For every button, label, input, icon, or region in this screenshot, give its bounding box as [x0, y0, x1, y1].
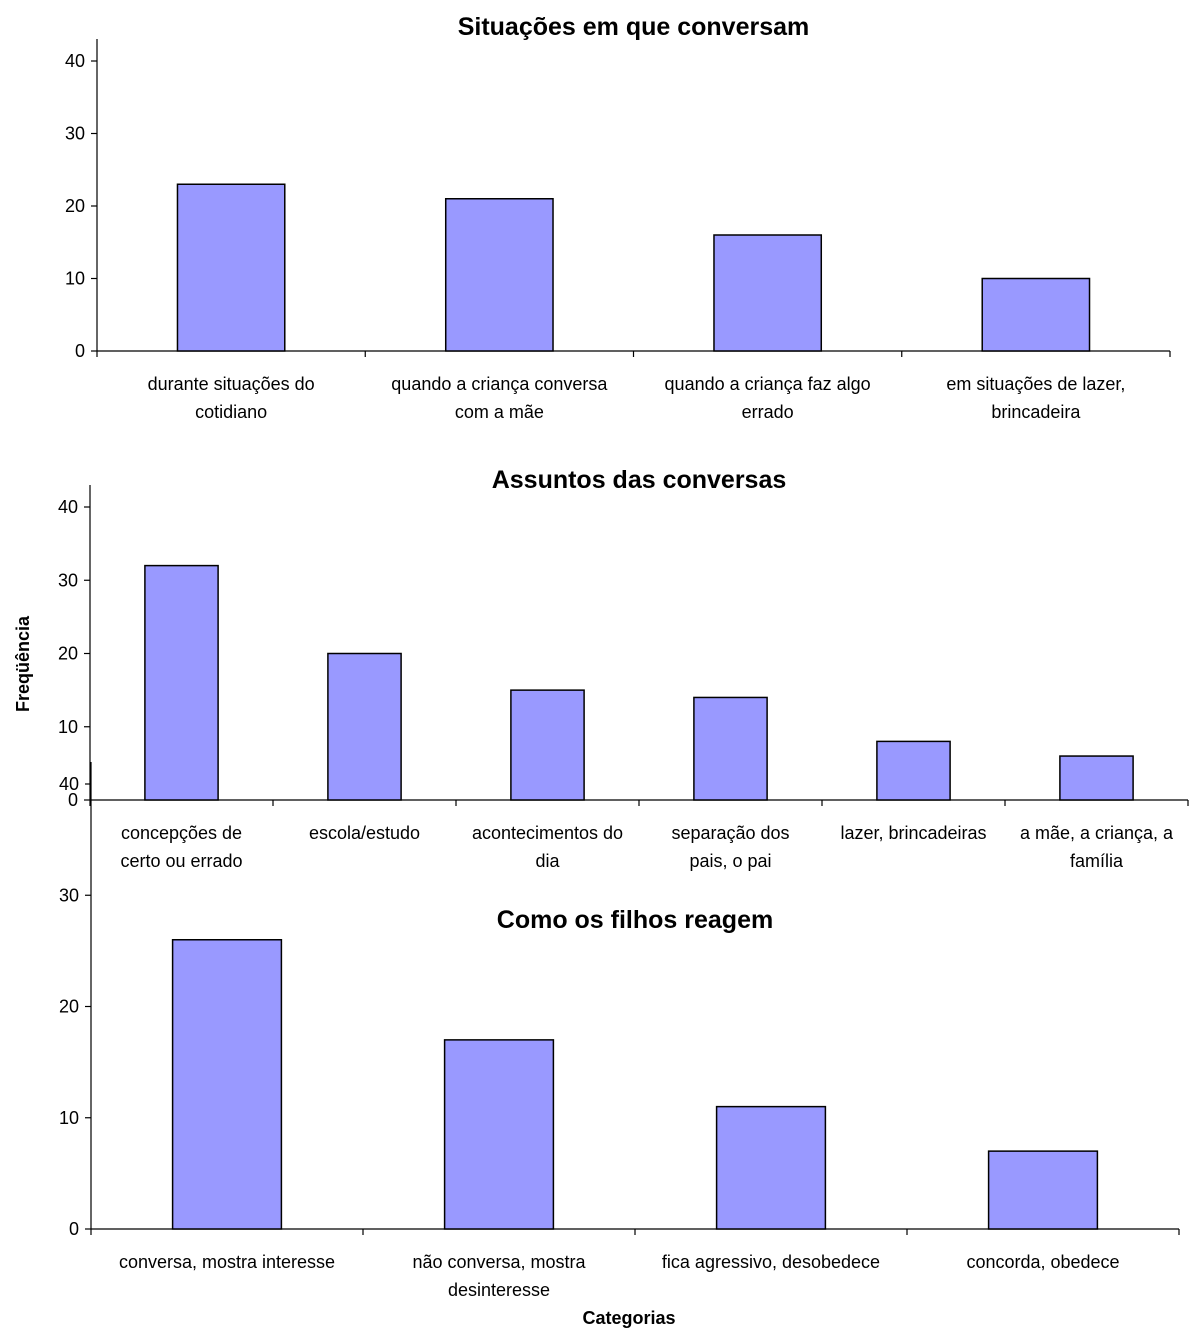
bar	[876, 740, 951, 801]
y-tick-label: 0	[68, 790, 78, 810]
y-tick-label: 40	[59, 774, 79, 794]
category-label: escola/estudo	[309, 823, 420, 843]
category-label: durante situações do	[148, 374, 315, 394]
category-label: acontecimentos do	[472, 823, 623, 843]
bar	[987, 1150, 1099, 1230]
y-tick-label: 0	[69, 1219, 79, 1239]
y-tick-label: 20	[65, 196, 85, 216]
category-label: separação dos	[671, 823, 789, 843]
category-label: pais, o pai	[689, 851, 771, 871]
category-label: quando a criança conversa	[391, 374, 608, 394]
category-label: a mãe, a criança, a	[1020, 823, 1174, 843]
category-label: fica agressivo, desobedece	[662, 1252, 880, 1272]
bar	[693, 696, 768, 801]
category-label: conversa, mostra interesse	[119, 1252, 335, 1272]
y-tick-label: 30	[65, 124, 85, 144]
bar	[1059, 755, 1134, 801]
chart-title: Situações em que conversam	[458, 13, 810, 41]
y-tick-label: 40	[58, 497, 78, 517]
bar	[444, 198, 554, 352]
y-tick-label: 30	[59, 885, 79, 905]
category-label: quando a criança faz algo	[665, 374, 871, 394]
y-tick-label: 0	[75, 341, 85, 361]
bar	[715, 1105, 827, 1230]
y-tick-label: 30	[58, 570, 78, 590]
category-label: cotidiano	[195, 402, 267, 422]
category-label: em situações de lazer,	[946, 374, 1125, 394]
y-tick-label: 10	[58, 717, 78, 737]
bar	[144, 564, 219, 801]
chart-title: Assuntos das conversas	[492, 466, 787, 494]
category-label: concepções de	[121, 823, 242, 843]
y-tick-label: 20	[59, 997, 79, 1017]
y-axis-title: Freqüência	[13, 615, 33, 712]
y-tick-label: 10	[65, 269, 85, 289]
y-tick-label: 40	[65, 51, 85, 71]
chart-title: Como os filhos reagem	[497, 906, 773, 934]
category-label: com a mãe	[455, 402, 544, 422]
bar	[713, 234, 823, 352]
x-axis-title: Categorias	[582, 1308, 675, 1328]
bar	[981, 277, 1091, 352]
category-label: lazer, brincadeiras	[840, 823, 986, 843]
bar	[510, 689, 585, 801]
category-label: desinteresse	[448, 1280, 550, 1300]
category-label: brincadeira	[991, 402, 1081, 422]
category-label: certo ou errado	[120, 851, 242, 871]
category-label: concorda, obedece	[966, 1252, 1119, 1272]
category-label: não conversa, mostra	[412, 1252, 586, 1272]
bar	[443, 1039, 555, 1230]
category-label: dia	[535, 851, 560, 871]
y-tick-label: 20	[58, 644, 78, 664]
y-tick-label: 10	[59, 1108, 79, 1128]
bar	[176, 183, 286, 352]
bar	[327, 652, 402, 801]
bar	[171, 939, 283, 1230]
category-label: família	[1070, 851, 1124, 871]
category-label: errado	[742, 402, 794, 422]
